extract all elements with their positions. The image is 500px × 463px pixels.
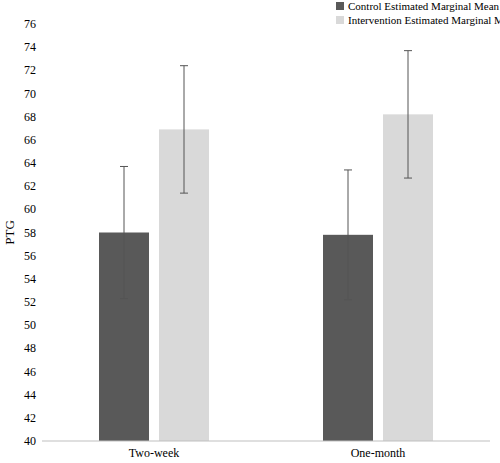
y-tick-label: 52 xyxy=(24,295,36,309)
chart-container: 40 42 44 46 48 50 52 54 56 58 60 62 64 66 68 70 72 74 76 PT… xyxy=(0,0,500,463)
x-axis-line xyxy=(42,441,490,442)
y-tick-label: 58 xyxy=(24,226,36,240)
y-tick xyxy=(40,47,42,48)
y-tick xyxy=(40,255,42,256)
y-tick xyxy=(40,441,42,442)
y-tick xyxy=(40,325,42,326)
error-bar xyxy=(180,66,188,193)
y-tick xyxy=(40,278,42,279)
y-axis-label: PTG xyxy=(2,220,17,245)
y-tick-label: 40 xyxy=(24,434,36,448)
y-tick-label: 48 xyxy=(24,341,36,355)
y-tick-label: 70 xyxy=(24,87,36,101)
legend-swatch xyxy=(336,16,344,24)
error-cap xyxy=(180,193,188,194)
y-tick-label: 68 xyxy=(24,110,36,124)
error-cap xyxy=(344,299,352,300)
legend: Control Estimated Marginal Mean Intervent… xyxy=(336,0,500,26)
y-tick xyxy=(40,232,42,233)
y-tick-label: 44 xyxy=(24,388,36,402)
y-tick xyxy=(40,417,42,418)
y-tick xyxy=(40,209,42,210)
y-tick xyxy=(40,70,42,71)
y-tick-label: 50 xyxy=(24,318,36,332)
y-tick-label: 74 xyxy=(24,40,36,54)
y-tick-label: 62 xyxy=(24,179,36,193)
y-tick-label: 72 xyxy=(24,63,36,77)
error-stem xyxy=(184,66,185,193)
error-bar xyxy=(404,51,412,178)
error-bar xyxy=(344,170,352,300)
y-tick-label: 46 xyxy=(24,365,36,379)
y-tick xyxy=(40,139,42,140)
y-tick-label: 42 xyxy=(24,411,36,425)
legend-swatch xyxy=(336,2,344,10)
y-tick xyxy=(40,186,42,187)
y-tick xyxy=(40,371,42,372)
y-tick xyxy=(40,116,42,117)
bars-group xyxy=(99,114,433,441)
legend-label: Control Estimated Marginal Mean xyxy=(348,0,500,12)
error-cap xyxy=(404,50,412,51)
x-tick-label: Two-week xyxy=(129,446,179,460)
y-tick-label: 66 xyxy=(24,133,36,147)
error-stem xyxy=(408,51,409,178)
y-tick xyxy=(40,302,42,303)
y-tick xyxy=(40,163,42,164)
legend-label: Intervention Estimated Marginal Mean xyxy=(348,14,500,26)
error-cap xyxy=(344,169,352,170)
y-tick xyxy=(40,24,42,25)
error-cap xyxy=(404,178,412,179)
error-bars-group xyxy=(120,51,412,300)
error-bar xyxy=(120,166,128,298)
error-cap xyxy=(120,166,128,167)
y-tick xyxy=(40,93,42,94)
error-cap xyxy=(180,65,188,66)
x-tick-label: One-month xyxy=(351,446,406,460)
y-tick xyxy=(40,394,42,395)
y-tick-label: 76 xyxy=(24,17,36,31)
error-cap xyxy=(120,298,128,299)
y-tick xyxy=(40,348,42,349)
y-tick-label: 56 xyxy=(24,249,36,263)
y-tick-label: 60 xyxy=(24,202,36,216)
error-stem xyxy=(348,170,349,300)
y-tick-label: 54 xyxy=(24,272,36,286)
chart-svg: 40 42 44 46 48 50 52 54 56 58 60 62 64 66 68 70 72 74 76 PT… xyxy=(0,0,500,463)
y-tick-label: 64 xyxy=(24,156,36,170)
error-stem xyxy=(124,166,125,298)
